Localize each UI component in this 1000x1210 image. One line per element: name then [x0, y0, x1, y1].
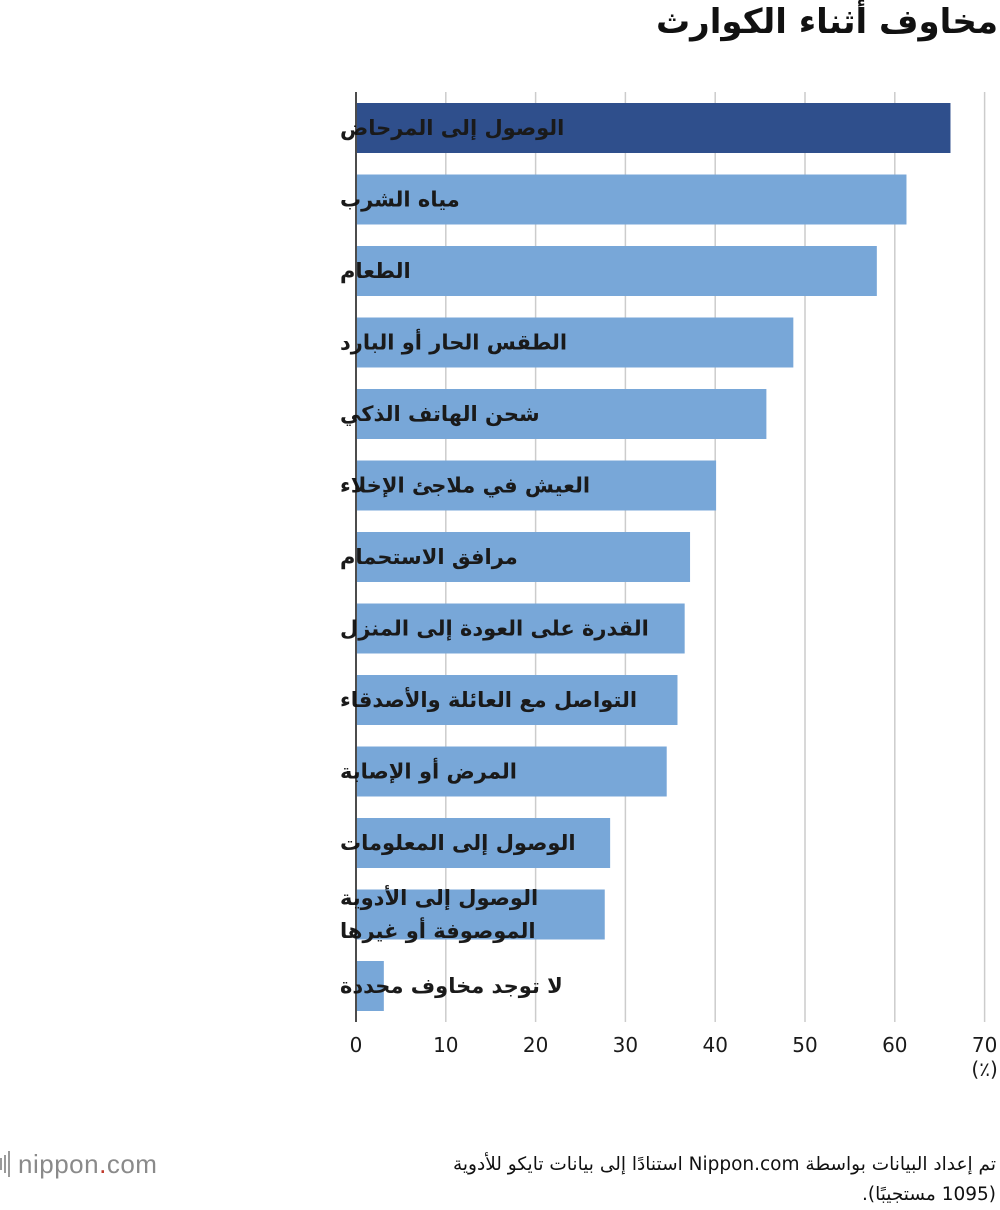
category-labels: الوصول إلى المرحاض مياه الشرب الطعام الطقس … [340, 116, 649, 998]
x-tick-label: 70 [972, 1033, 997, 1057]
bar [357, 889, 605, 940]
category-label: القدرة على العودة إلى المنزل [340, 617, 649, 641]
bar [357, 818, 611, 868]
x-tick-labels: 0 10 20 30 40 50 60 70 [350, 1033, 998, 1057]
x-tick-label: 20 [523, 1033, 548, 1057]
bar [357, 103, 951, 153]
source-note-line-2: (1095 مستجيبًا). [861, 1184, 996, 1205]
bar [357, 675, 678, 725]
category-label-line: المرض أو الإصابة [340, 757, 517, 784]
category-label: الوصول إلى المرحاض [340, 116, 564, 140]
category-label: العيش في ملاجئ الإخلاء [340, 474, 590, 498]
category-label: مياه الشرب [340, 188, 460, 212]
source-note: تم إعداد البيانات بواسطة Nippon.com استن… [276, 1150, 996, 1210]
bars [357, 103, 951, 1011]
bar [357, 532, 691, 582]
bar [357, 961, 384, 1011]
category-label: الوصول إلى المعلومات [340, 831, 576, 855]
x-tick-label: 60 [882, 1033, 907, 1057]
bar [357, 460, 717, 511]
chart-title: مخاوف أثناء الكوارث [656, 2, 998, 42]
category-label-line: لا توجد مخاوف محددة [340, 974, 563, 998]
brand-wordmark: nippon.com [18, 1148, 158, 1179]
x-tick-label: 30 [613, 1033, 638, 1057]
category-label-line: شحن الهاتف الذكي [340, 402, 540, 426]
category-label: المرض أو الإصابة [340, 757, 517, 784]
x-tick-label: 40 [702, 1033, 727, 1057]
bar [357, 603, 685, 654]
bar [357, 746, 667, 797]
category-label-line: الطقس الحار أو البارد [340, 328, 567, 355]
category-label: مرافق الاستحمام [340, 545, 518, 569]
category-label-line: الطعام [340, 259, 411, 283]
category-label-line: الموصوفة أو غيرها [340, 916, 536, 943]
unit-label: (٪) [971, 1057, 997, 1081]
category-label: شحن الهاتف الذكي [340, 402, 540, 426]
x-tick-label: 50 [792, 1033, 817, 1057]
category-label-line: الوصول إلى المعلومات [340, 831, 576, 855]
category-label-line: الوصول إلى الأدوية [340, 884, 538, 910]
x-tick-label: 0 [350, 1033, 363, 1057]
category-label-line: التواصل مع العائلة والأصدقاء [340, 686, 637, 712]
category-label: الوصول إلى الأدوية الموصوفة أو غيرها [340, 884, 538, 943]
bar [357, 317, 794, 368]
category-label-line: مياه الشرب [340, 188, 460, 212]
bar-chart: الوصول إلى المرحاض مياه الشرب الطعام الطقس … [340, 92, 998, 1081]
category-label: التواصل مع العائلة والأصدقاء [340, 686, 637, 712]
category-label-line: القدرة على العودة إلى المنزل [340, 617, 649, 641]
category-label: الطقس الحار أو البارد [340, 328, 567, 355]
category-label: لا توجد مخاوف محددة [340, 974, 563, 998]
bar [357, 174, 907, 225]
category-label-line: العيش في ملاجئ الإخلاء [340, 474, 590, 498]
signal-bars-icon [0, 1151, 10, 1177]
category-label-line: مرافق الاستحمام [340, 545, 518, 569]
bar [357, 389, 767, 439]
source-note-line-1: تم إعداد البيانات بواسطة Nippon.com استن… [452, 1154, 996, 1175]
brand-logo: nippon.com [0, 1148, 157, 1180]
category-label: الطعام [340, 259, 411, 283]
x-tick-label: 10 [433, 1033, 458, 1057]
category-label-line: الوصول إلى المرحاض [340, 116, 564, 140]
bar [357, 246, 877, 296]
